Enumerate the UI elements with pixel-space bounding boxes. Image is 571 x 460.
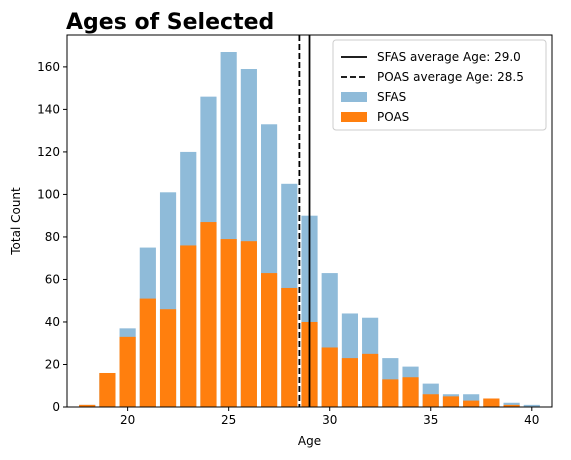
poas-bar-age-21 — [139, 298, 156, 407]
legend-label-sfas-average-age-29-0: SFAS average Age: 29.0 — [377, 50, 521, 64]
x-tick-label-20: 20 — [120, 413, 135, 427]
legend-swatch-poas — [341, 112, 367, 122]
y-tick-label-140: 140 — [37, 102, 60, 116]
x-tick-label-25: 25 — [221, 413, 236, 427]
sfas-bar-age-39 — [503, 402, 520, 407]
poas-bar-age-31 — [341, 358, 358, 407]
x-axis-label: Age — [298, 434, 321, 448]
y-tick-label-120: 120 — [37, 145, 60, 159]
y-tick-label-60: 60 — [45, 272, 60, 286]
poas-bar-age-33 — [382, 379, 399, 407]
x-axis-ticks: 20 25 30 35 40 — [120, 407, 539, 427]
poas-bar-age-28 — [281, 287, 298, 407]
y-axis-ticks: 0 20 40 60 80 100 120 140 160 — [37, 60, 67, 414]
poas-bar-age-35 — [422, 394, 439, 407]
y-axis-label: Total Count — [9, 187, 23, 256]
poas-bars — [79, 222, 520, 407]
legend-label-poas-average-age-28-5: POAS average Age: 28.5 — [377, 70, 524, 84]
poas-bar-age-27 — [261, 273, 278, 407]
y-tick-label-0: 0 — [52, 400, 60, 414]
average-lines — [298, 35, 311, 407]
x-tick-label-30: 30 — [322, 413, 337, 427]
x-tick-label-40: 40 — [524, 413, 539, 427]
poas-bar-age-18 — [79, 404, 96, 407]
plot-frame — [66, 34, 553, 408]
legend-label-sfas: SFAS — [377, 90, 406, 104]
poas-bar-age-30 — [321, 347, 338, 407]
poas-bar-age-34 — [402, 377, 419, 407]
poas-bar-age-23 — [180, 245, 197, 407]
chart-title: Ages of Selected — [66, 10, 274, 35]
legend-box — [332, 39, 547, 131]
y-tick-label-20: 20 — [45, 357, 60, 371]
poas-bar-age-39 — [503, 404, 520, 407]
poas-bar-age-38 — [483, 398, 500, 407]
legend-swatch-sfas — [341, 92, 367, 102]
poas-bar-age-25 — [220, 239, 237, 407]
y-tick-label-100: 100 — [37, 187, 60, 201]
poas-bar-age-32 — [362, 353, 379, 407]
poas-bar-age-26 — [240, 241, 257, 407]
y-tick-label-160: 160 — [37, 60, 60, 74]
poas-bar-age-37 — [463, 400, 480, 407]
poas-bar-age-24 — [200, 222, 217, 407]
poas-bar-age-22 — [159, 309, 177, 407]
sfas-bar-age-40 — [523, 404, 540, 407]
x-tick-label-35: 35 — [423, 413, 438, 427]
legend: SFAS average Age: 29.0 POAS average Age: … — [332, 39, 547, 131]
poas-bar-age-19 — [99, 372, 116, 407]
y-tick-label-40: 40 — [45, 315, 60, 329]
legend-label-poas: POAS — [377, 110, 409, 124]
poas-bar-age-20 — [119, 336, 136, 407]
poas-bar-age-36 — [442, 396, 460, 407]
y-tick-label-80: 80 — [45, 230, 60, 244]
